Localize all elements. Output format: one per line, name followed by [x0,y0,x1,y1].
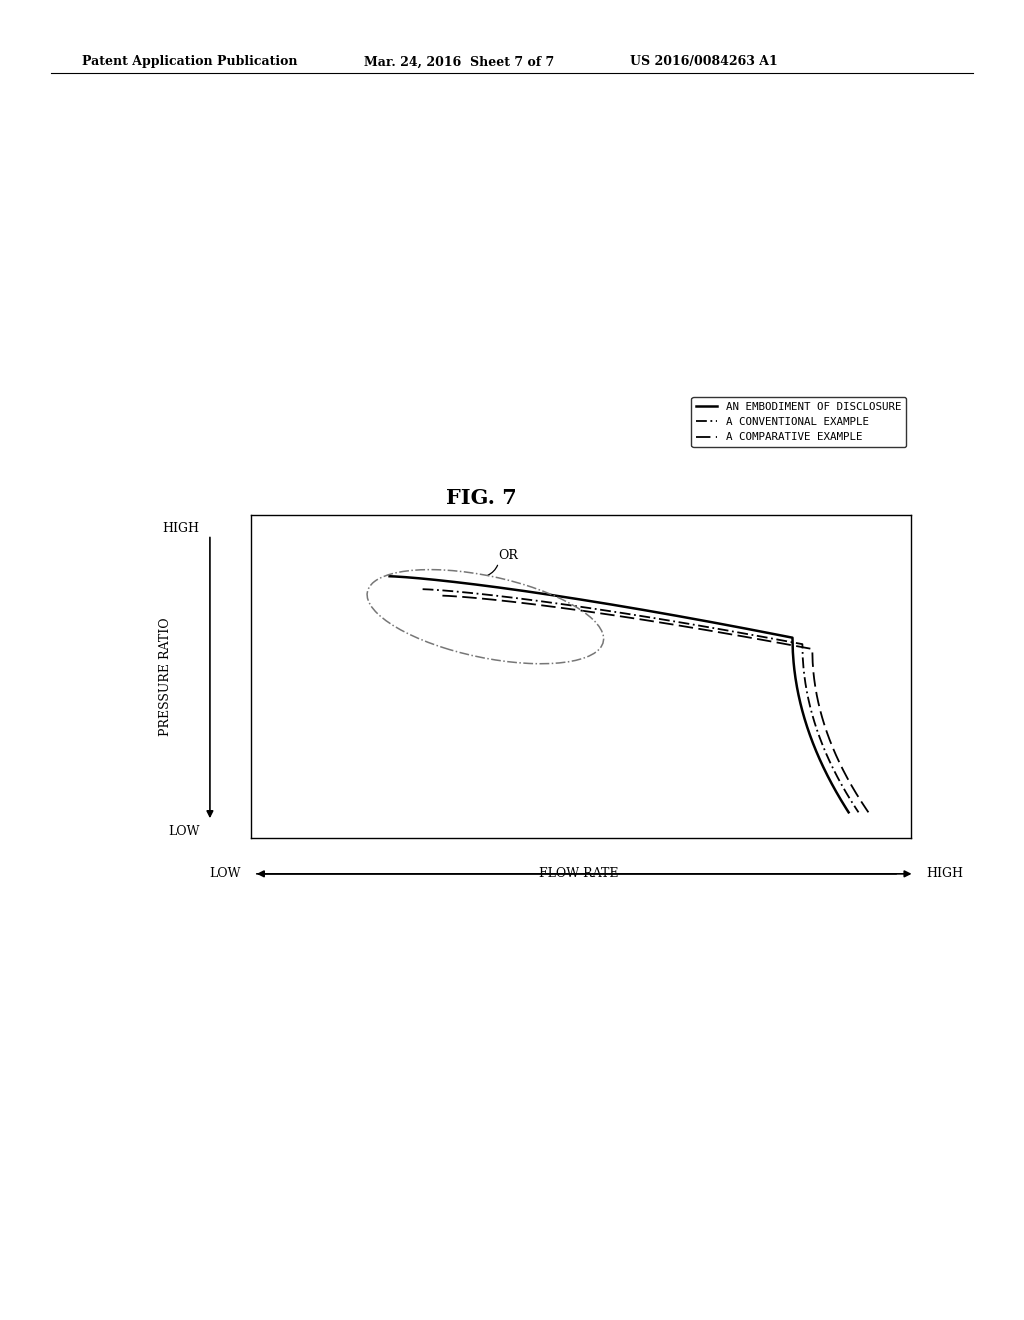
Text: HIGH: HIGH [927,867,964,880]
Legend: AN EMBODIMENT OF DISCLOSURE, A CONVENTIONAL EXAMPLE, A COMPARATIVE EXAMPLE: AN EMBODIMENT OF DISCLOSURE, A CONVENTIO… [691,397,906,447]
Text: US 2016/0084263 A1: US 2016/0084263 A1 [630,55,777,69]
Text: FIG. 7: FIG. 7 [445,488,517,508]
Text: OR: OR [499,549,518,562]
Text: LOW: LOW [168,825,200,838]
Text: FLOW RATE: FLOW RATE [539,867,618,880]
Text: PRESSURE RATIO: PRESSURE RATIO [159,618,171,735]
Text: Mar. 24, 2016  Sheet 7 of 7: Mar. 24, 2016 Sheet 7 of 7 [364,55,554,69]
Text: Patent Application Publication: Patent Application Publication [82,55,297,69]
Text: HIGH: HIGH [163,521,200,535]
Text: LOW: LOW [209,867,241,880]
